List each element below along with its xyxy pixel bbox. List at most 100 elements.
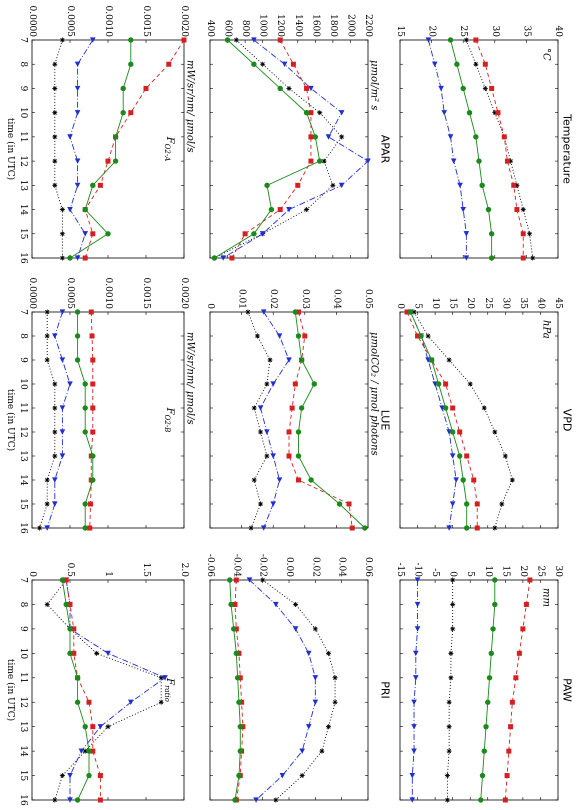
y-axis-label: °C — [541, 48, 552, 61]
y-tick-label: 0 — [205, 303, 215, 309]
marker — [105, 724, 111, 730]
marker — [237, 723, 243, 730]
marker — [409, 797, 416, 803]
marker — [251, 37, 257, 43]
marker — [473, 37, 479, 43]
marker — [298, 405, 305, 411]
panel-label-sub: O2-B — [163, 415, 171, 433]
marker — [90, 453, 96, 459]
marker — [52, 501, 58, 507]
marker — [299, 773, 305, 779]
marker — [460, 477, 466, 483]
y-tick-label: 20 — [465, 298, 475, 310]
marker — [308, 134, 314, 140]
y-tick-label: 35 — [518, 298, 528, 310]
marker — [304, 85, 310, 91]
marker — [264, 182, 270, 189]
marker — [231, 626, 237, 632]
marker — [259, 231, 266, 237]
marker — [312, 134, 319, 140]
marker — [295, 453, 302, 459]
x-tick-label: 7 — [18, 309, 28, 315]
marker — [464, 525, 470, 531]
marker — [482, 61, 488, 67]
marker — [59, 773, 65, 779]
marker — [270, 501, 276, 507]
marker — [464, 501, 470, 507]
y-tick-label: 30 — [490, 26, 500, 38]
marker — [441, 110, 448, 116]
marker — [460, 206, 466, 213]
marker — [52, 110, 58, 116]
marker — [270, 453, 276, 459]
series-line — [89, 311, 94, 529]
marker — [450, 158, 457, 164]
series-line — [410, 311, 457, 529]
marker — [94, 650, 100, 656]
series-line — [504, 579, 531, 801]
marker — [264, 381, 270, 387]
marker — [413, 650, 419, 657]
marker — [425, 37, 432, 43]
series-line — [249, 579, 316, 801]
marker — [444, 797, 450, 803]
marker — [59, 405, 66, 411]
marker — [492, 110, 498, 116]
y-axis-label: mm — [541, 588, 552, 607]
marker — [232, 797, 238, 803]
marker — [317, 110, 323, 116]
marker — [90, 477, 96, 483]
marker — [67, 626, 73, 632]
x-tick-label: 14 — [18, 474, 28, 486]
marker — [59, 357, 66, 363]
y-tick-label: 35 — [521, 26, 531, 38]
marker — [90, 405, 96, 411]
y-tick-label: 0.04 — [337, 557, 347, 577]
panel-label-sub: O2-A — [163, 144, 171, 162]
marker — [228, 601, 234, 608]
y-tick-label: 1800 — [328, 14, 338, 37]
marker — [105, 650, 111, 657]
series-line — [77, 312, 94, 528]
series-line — [39, 312, 56, 529]
marker — [520, 626, 526, 632]
y-tick-label: 0.0020 — [179, 278, 189, 310]
marker — [105, 231, 111, 237]
y-tick-label: 1200 — [275, 14, 285, 37]
chart-title: LUE — [379, 410, 392, 431]
marker — [508, 158, 514, 164]
marker — [52, 61, 58, 67]
chart-title: VPD — [561, 409, 574, 432]
marker — [82, 429, 88, 435]
marker — [220, 255, 226, 261]
marker — [511, 182, 517, 188]
series-line — [65, 579, 101, 800]
marker — [321, 158, 327, 164]
marker — [59, 255, 65, 261]
marker — [97, 724, 104, 730]
marker — [44, 525, 50, 531]
y-tick-label: 0.0005 — [65, 278, 75, 310]
y-tick-label: 0.5 — [65, 563, 75, 578]
marker — [87, 525, 93, 531]
x-tick-label: 12 — [18, 696, 28, 707]
marker — [257, 405, 264, 411]
marker — [514, 207, 520, 213]
plot-frame — [209, 579, 369, 801]
marker — [233, 650, 240, 657]
marker — [292, 309, 299, 315]
marker — [474, 501, 480, 507]
marker — [308, 110, 314, 116]
y-tick-label: 25 — [458, 26, 468, 38]
y-axis-label: hPa — [541, 320, 552, 339]
series-line — [262, 579, 336, 801]
marker — [482, 85, 488, 91]
marker — [248, 525, 254, 531]
marker — [279, 772, 286, 779]
y-tick-label: 25 — [535, 566, 545, 578]
marker — [454, 61, 460, 67]
marker — [449, 453, 456, 459]
series-line — [46, 311, 71, 529]
marker — [128, 37, 134, 43]
